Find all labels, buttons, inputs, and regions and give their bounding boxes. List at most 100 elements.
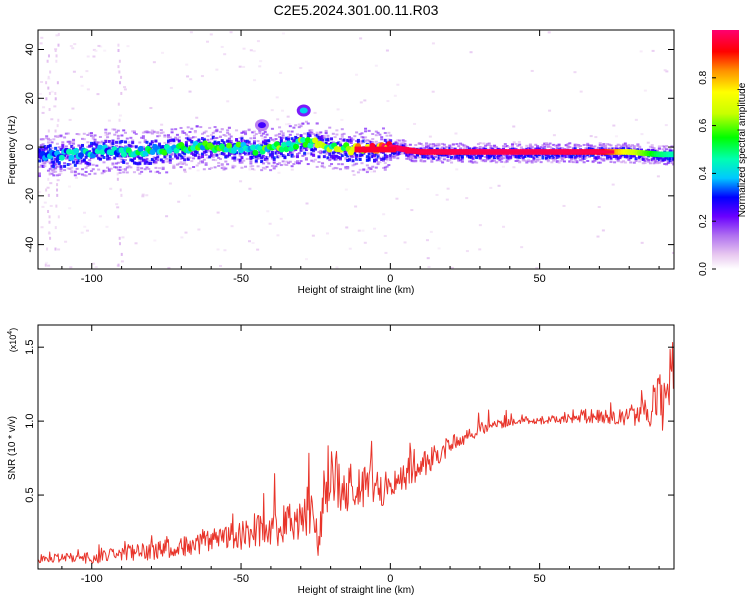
- spectrogram-halo: [530, 160, 534, 163]
- spectrogram-halo: [158, 142, 162, 146]
- spectrogram-halo: [93, 138, 97, 141]
- spectrogram-halo: [197, 138, 201, 142]
- spectrogram-halo: [165, 171, 169, 174]
- spectrogram-speckle: [383, 234, 387, 237]
- spectrogram-halo: [392, 155, 396, 158]
- spectrogram-speckle: [354, 205, 358, 208]
- spectrogram-halo: [192, 136, 196, 139]
- spectrogram-halo: [625, 147, 629, 150]
- spectrogram-halo: [213, 166, 217, 169]
- spectrogram-halo: [541, 144, 545, 147]
- spectrogram-halo: [283, 156, 287, 160]
- spectrogram-halo: [276, 163, 280, 166]
- spectrogram-halo: [218, 158, 222, 161]
- spectrogram-halo: [104, 138, 108, 141]
- spectrogram-halo: [43, 148, 47, 152]
- spectrogram-halo: [201, 137, 205, 141]
- spectrogram-halo: [369, 167, 373, 170]
- spectrogram-halo: [342, 132, 346, 135]
- spectrogram-halo: [290, 130, 294, 133]
- spectrogram-speckle: [169, 86, 173, 89]
- spectrogram-streak: [47, 193, 50, 197]
- spectrogram-halo: [383, 153, 387, 157]
- spectrogram-halo: [355, 153, 359, 157]
- spectrogram-halo: [598, 157, 602, 160]
- spectrogram-halo: [138, 161, 142, 165]
- spectrogram-halo: [559, 157, 563, 160]
- spectrogram-halo: [665, 144, 669, 147]
- spectrogram-halo: [301, 122, 305, 125]
- spectrogram-halo: [399, 152, 403, 155]
- spectrogram-halo: [115, 166, 119, 169]
- spectrogram-halo: [134, 145, 138, 149]
- spectrogram-halo: [175, 138, 179, 141]
- spectrogram-halo: [181, 130, 185, 133]
- spectrogram-halo: [217, 141, 221, 145]
- spectrogram-halo: [629, 145, 633, 148]
- spectrogram-halo: [622, 155, 626, 158]
- spectrogram-halo: [360, 135, 364, 138]
- spectrogram-halo: [457, 145, 461, 148]
- spectrogram-halo: [475, 161, 479, 164]
- spectrogram-halo: [240, 139, 244, 143]
- spectrogram-halo: [616, 160, 620, 163]
- spectrogram-halo: [338, 168, 342, 171]
- spectrogram-halo: [659, 159, 663, 162]
- spectrogram-halo: [174, 156, 178, 159]
- spectrogram-halo: [226, 129, 230, 132]
- spectrogram-ridge-cell: [302, 141, 309, 148]
- spectrogram-halo: [184, 133, 188, 136]
- spectrogram-halo: [238, 154, 242, 157]
- spectrogram-halo: [129, 136, 133, 139]
- spectrogram-halo: [312, 148, 316, 152]
- spectrogram-halo: [525, 144, 529, 147]
- spectrogram-ridge-cell: [300, 137, 307, 144]
- spectrogram-halo: [344, 150, 348, 154]
- spectrogram-halo: [365, 155, 369, 159]
- spectrogram-speckle: [579, 90, 583, 93]
- spectrogram-halo: [279, 152, 283, 156]
- spectrogram-halo: [459, 159, 463, 162]
- spectrogram-halo: [319, 152, 323, 155]
- spectrogram-halo: [75, 133, 79, 136]
- spectrogram-halo: [330, 163, 334, 166]
- spectrogram-halo: [518, 161, 522, 164]
- spectrogram-speckle: [589, 135, 593, 138]
- spectrogram-halo: [288, 160, 292, 163]
- spectrogram-halo: [502, 145, 506, 148]
- spectrogram-halo: [208, 140, 212, 143]
- spectrogram-speckle: [671, 251, 674, 254]
- spectrogram-halo: [496, 156, 500, 160]
- spectrogram-halo: [493, 159, 497, 162]
- spectrogram-halo: [356, 138, 360, 142]
- spectrogram-halo: [557, 144, 561, 147]
- spectrogram-speckle: [239, 180, 243, 183]
- spectrogram-halo: [374, 143, 378, 146]
- spectrogram-halo: [240, 137, 244, 141]
- spectrogram-speckle: [290, 168, 294, 171]
- spectrogram-halo: [106, 145, 110, 148]
- spectrogram-halo: [446, 155, 450, 159]
- spectrogram-halo: [600, 144, 604, 147]
- spectrogram-halo: [272, 157, 276, 161]
- spectrogram-streak: [118, 118, 121, 122]
- spectrogram-halo: [75, 159, 79, 162]
- spectrogram-speckle: [43, 201, 47, 204]
- spectrogram-halo: [507, 158, 511, 161]
- spectrogram-streak: [56, 124, 59, 128]
- spectrogram-ridge-cell: [97, 144, 104, 151]
- spectrogram-halo: [111, 142, 115, 146]
- spectrogram-ridge-cell: [149, 148, 156, 155]
- spectrogram-halo: [50, 172, 54, 175]
- spectrogram-speckle: [177, 200, 181, 203]
- spectrogram-halo: [109, 157, 113, 160]
- spectrogram-halo: [383, 156, 387, 160]
- spectrogram-halo: [188, 167, 192, 170]
- spectrogram-halo: [134, 161, 138, 165]
- spectrogram-halo: [665, 163, 669, 166]
- spectrogram-halo: [63, 153, 67, 157]
- spectrogram-halo: [66, 132, 70, 135]
- spectrogram-halo: [247, 153, 251, 156]
